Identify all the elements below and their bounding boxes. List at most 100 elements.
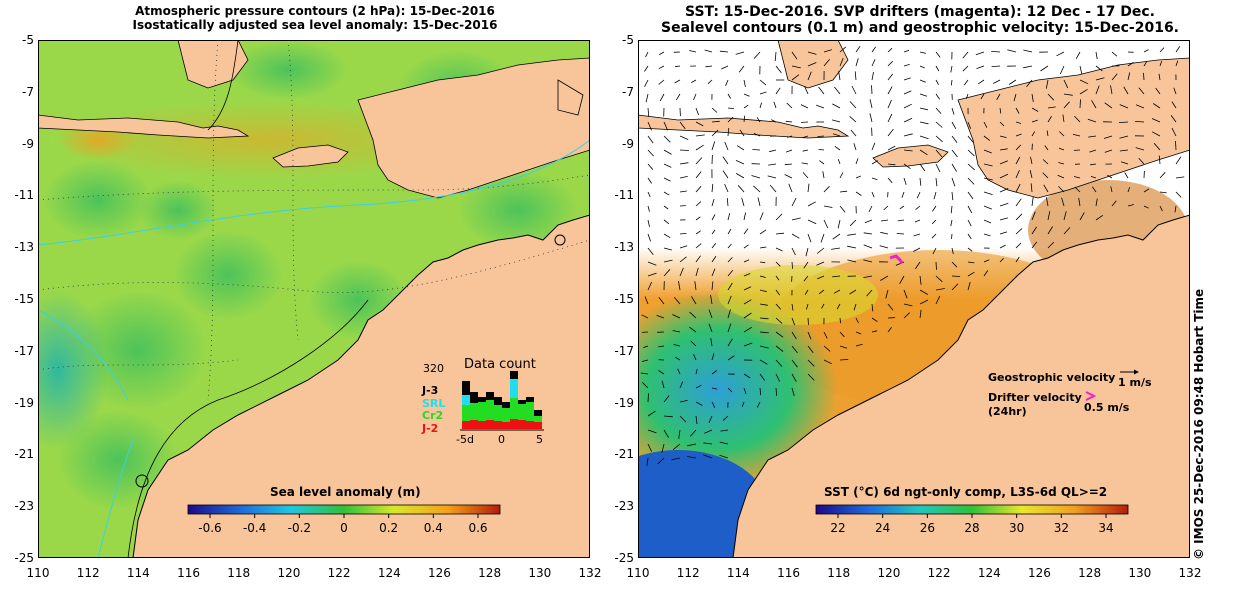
velocity-arrow	[887, 47, 893, 53]
velocity-arrow	[919, 79, 926, 83]
velocity-arrow	[791, 373, 797, 382]
velocity-arrow	[805, 247, 809, 257]
velocity-arrow	[1075, 51, 1081, 59]
velocity-arrow	[1127, 187, 1131, 193]
data-count-bar	[510, 398, 518, 429]
velocity-arrow	[775, 289, 781, 296]
velocity-arrow	[659, 93, 665, 102]
velocity-arrow	[743, 326, 752, 333]
velocity-arrow	[1056, 51, 1065, 57]
velocity-arrow	[1159, 172, 1166, 179]
velocity-arrow	[983, 205, 992, 210]
velocity-arrow	[1015, 183, 1021, 193]
velocity-arrow	[775, 331, 784, 338]
velocity-arrow	[741, 401, 745, 408]
velocity-arrow	[935, 163, 941, 173]
velocity-arrow	[903, 163, 911, 170]
data-count-bar	[462, 421, 470, 429]
right-map-y-tick: -21	[614, 447, 634, 462]
velocity-arrow	[647, 247, 654, 255]
velocity-arrow	[816, 261, 825, 266]
velocity-arrow	[743, 299, 752, 305]
right-map-y-tick: -11	[614, 188, 634, 203]
velocity-arrow	[919, 299, 929, 305]
velocity-arrow	[897, 219, 905, 222]
sst-colorbar-tick-label: 32	[1054, 521, 1069, 535]
velocity-arrow	[818, 289, 825, 295]
velocity-arrow	[1079, 99, 1081, 109]
velocity-arrow	[933, 191, 937, 200]
velocity-arrow	[962, 65, 969, 72]
velocity-arrow	[759, 303, 768, 306]
right-map-y-tick: -19	[614, 395, 634, 410]
velocity-arrow	[677, 368, 681, 375]
left-map-y-tick: -21	[14, 447, 34, 462]
velocity-arrow	[711, 281, 714, 291]
velocity-arrow	[831, 247, 841, 250]
velocity-arrow	[850, 129, 857, 137]
left-map-x-tick: 124	[377, 566, 401, 580]
velocity-arrow	[689, 311, 697, 319]
velocity-arrow	[693, 354, 697, 361]
velocity-arrow	[807, 233, 812, 243]
velocity-arrow	[695, 107, 699, 116]
velocity-arrow	[695, 401, 703, 406]
drifter-scale-arrow	[1085, 391, 1097, 401]
velocity-arrow	[903, 149, 913, 152]
velocity-arrow	[775, 373, 781, 382]
velocity-arrow	[791, 247, 796, 256]
velocity-arrow	[727, 257, 733, 263]
velocity-arrow	[773, 101, 777, 109]
velocity-arrow	[784, 163, 793, 166]
velocity-arrow	[1043, 184, 1049, 193]
velocity-arrow	[935, 149, 943, 158]
velocity-arrow	[695, 369, 698, 375]
velocity-arrow	[769, 184, 777, 193]
velocity-arrow	[658, 65, 665, 70]
velocity-arrow	[839, 57, 844, 67]
velocity-arrow	[903, 312, 910, 319]
velocity-arrow	[678, 281, 681, 291]
velocity-arrow	[871, 71, 874, 81]
velocity-arrow	[727, 295, 732, 305]
left-map-x-tick: 112	[76, 566, 100, 580]
data-count-bar	[486, 400, 494, 429]
velocity-arrow	[786, 102, 793, 109]
velocity-arrow	[1015, 213, 1023, 221]
data-count-bar	[470, 420, 478, 429]
velocity-arrow	[919, 163, 926, 172]
velocity-arrow	[1030, 183, 1033, 193]
sst-colorbar-gradient	[815, 504, 1129, 515]
velocity-arrow	[935, 93, 941, 100]
velocity-arrow	[1138, 87, 1145, 95]
velocity-arrow	[1063, 227, 1071, 235]
velocity-arrow	[768, 163, 777, 166]
geostrophic-velocity-arrows	[640, 45, 1185, 466]
velocity-arrow	[658, 79, 665, 85]
velocity-arrow	[756, 117, 761, 123]
velocity-arrow	[999, 188, 1009, 193]
velocity-arrow	[647, 410, 656, 417]
velocity-arrow	[743, 93, 750, 97]
velocity-arrow	[759, 387, 762, 396]
left-map-x-tick: 116	[177, 566, 200, 580]
velocity-arrow	[672, 314, 681, 319]
velocity-arrow	[647, 205, 650, 212]
velocity-arrow	[951, 163, 958, 172]
velocity-arrow	[855, 58, 859, 67]
velocity-arrow	[1095, 65, 1103, 72]
velocity-arrow	[663, 233, 671, 239]
velocity-arrow	[661, 380, 665, 389]
altimeter-tracks	[38, 139, 590, 558]
velocity-arrow	[837, 219, 841, 229]
velocity-arrow	[695, 267, 699, 277]
velocity-arrow	[1159, 191, 1167, 194]
velocity-arrow	[919, 51, 926, 54]
velocity-arrow	[996, 93, 1001, 100]
velocity-arrow	[1170, 115, 1177, 123]
velocity-arrow	[679, 256, 687, 263]
right-map-x-tick: 124	[977, 566, 1001, 580]
velocity-arrow	[913, 247, 921, 252]
velocity-arrow	[1031, 107, 1039, 112]
velocity-arrow	[1063, 211, 1067, 221]
